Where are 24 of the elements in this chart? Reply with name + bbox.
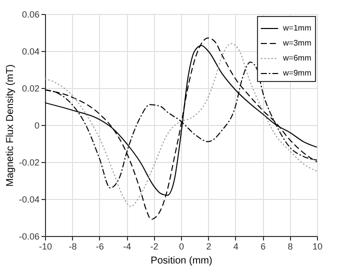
x-tick-label: -8 <box>68 242 77 252</box>
y-tick-label: 0.06 <box>22 10 40 20</box>
x-tick-label: 2 <box>206 242 212 252</box>
x-tick-label: 4 <box>233 242 238 252</box>
legend-label: w=3mm <box>282 38 312 48</box>
x-tick-label: 8 <box>288 242 293 252</box>
x-tick-label: -4 <box>123 242 132 252</box>
y-tick-label: 0 <box>34 120 40 130</box>
x-tick-label: 6 <box>260 242 266 252</box>
legend-label: w=6mm <box>282 54 312 62</box>
x-tick-label: -6 <box>96 242 104 252</box>
y-tick-label: -0.06 <box>18 232 40 242</box>
x-axis-title: Position (mm) <box>150 256 212 266</box>
y-tick-label: -0.02 <box>18 158 40 168</box>
y-tick-label: -0.04 <box>18 194 40 204</box>
y-axis-title: Magnetic Flux Density (mT) <box>4 64 16 187</box>
x-tick-label: -2 <box>150 242 158 252</box>
x-tick-label: -10 <box>38 242 52 252</box>
y-tick-label: 0.04 <box>22 46 40 56</box>
legend-label: w=9mm <box>282 68 312 78</box>
x-tick-label: 0 <box>178 242 184 252</box>
legend-label: w=1mm <box>282 24 312 32</box>
x-tick-label: 10 <box>312 242 323 252</box>
y-tick-label: 0.02 <box>22 84 40 94</box>
